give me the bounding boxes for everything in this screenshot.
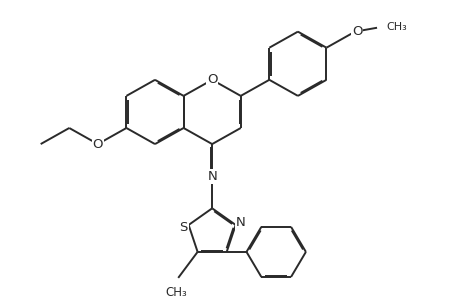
Text: CH₃: CH₃ [165, 286, 187, 299]
Text: S: S [179, 221, 187, 234]
Text: O: O [351, 25, 362, 38]
Text: N: N [235, 215, 245, 229]
Text: CH₃: CH₃ [385, 22, 406, 32]
Text: O: O [207, 73, 217, 86]
Text: O: O [92, 138, 103, 151]
Text: N: N [207, 170, 217, 183]
